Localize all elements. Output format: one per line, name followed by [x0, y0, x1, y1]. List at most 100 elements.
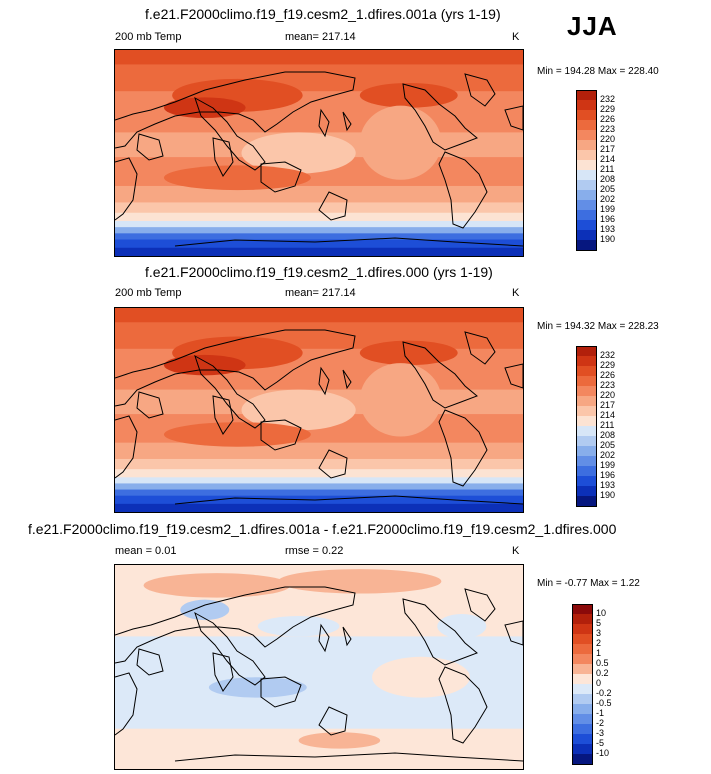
colorbar-tick-label: -0.2 [596, 688, 612, 698]
colorbar-swatch [576, 456, 596, 467]
anomaly-region [359, 363, 442, 437]
coastline [504, 620, 523, 646]
panel-2-units-label: K [512, 287, 520, 299]
anomaly-region [359, 105, 442, 180]
coastline [115, 672, 138, 736]
colorbar-swatch [576, 180, 596, 191]
panel-2-mean-label: mean= 217.14 [285, 287, 356, 299]
colorbar-swatch [576, 240, 596, 251]
colorbar-swatch [572, 624, 592, 635]
colorbar-tick-label: 211 [600, 420, 615, 430]
anomaly-region [372, 656, 470, 698]
colorbar-swatch [576, 346, 596, 357]
colorbar-swatch [576, 496, 596, 507]
colorbar-tick-label: 214 [600, 410, 616, 420]
panel-1-min-max: Min = 194.28 Max = 228.40 [537, 66, 659, 77]
temperature-band [115, 239, 523, 249]
panel-1-variable-label: 200 mb Temp [115, 31, 182, 43]
anomaly-region [298, 732, 381, 749]
temperature-band [115, 247, 523, 256]
panel-3-rmse-label: rmse = 0.22 [285, 545, 344, 557]
colorbar-swatch [576, 150, 596, 161]
panel-2-title: f.e21.F2000climo.f19_f19.cesm2_1.dfires.… [145, 264, 493, 280]
colorbar-tick-label: 0.5 [596, 658, 609, 668]
colorbar-swatch [572, 754, 592, 765]
colorbar-tick-label: 232 [600, 94, 616, 104]
temperature-band [115, 50, 523, 65]
colorbar-tick-label: 217 [600, 400, 616, 410]
colorbar-swatch [576, 140, 596, 151]
colorbar-tick-label: -2 [596, 718, 605, 728]
panel-1-title: f.e21.F2000climo.f19_f19.cesm2_1.dfires.… [145, 6, 501, 22]
coastline [136, 133, 164, 161]
colorbar-tick-label: -1 [596, 708, 605, 718]
colorbar-swatch [576, 90, 596, 101]
temperature-band [115, 458, 523, 470]
coastline [318, 623, 330, 653]
colorbar-tick-label: 229 [600, 360, 616, 370]
colorbar-swatch [572, 724, 592, 735]
colorbar-swatch [576, 190, 596, 201]
coastline [194, 611, 266, 686]
colorbar-tick-label: 0.2 [596, 668, 609, 678]
colorbar-tick-label: 208 [600, 430, 616, 440]
panel-2-map [114, 307, 524, 513]
coastline [402, 341, 478, 409]
colorbar-tick-label: 0 [596, 678, 602, 688]
anomaly-region [278, 569, 442, 594]
coastline [115, 157, 138, 221]
anomaly-region [208, 677, 307, 698]
colorbar-tick-label: 229 [600, 104, 616, 114]
coastline [438, 666, 488, 744]
temperature-band [115, 322, 523, 350]
colorbar-tick-label: 2 [596, 638, 602, 648]
coastline [115, 586, 356, 664]
coastline [260, 161, 302, 193]
anomaly-region [163, 422, 311, 447]
coastline [194, 96, 266, 171]
colorbar-swatch [576, 386, 596, 397]
colorbar-tick-label: -3 [596, 728, 605, 738]
colorbar-swatch [572, 634, 592, 645]
temperature-band [115, 489, 523, 497]
colorbar-swatch [572, 694, 592, 705]
anomaly-region [359, 82, 458, 108]
coastline [504, 363, 523, 389]
coastline [212, 395, 234, 435]
colorbar-swatch [576, 230, 596, 241]
panel-2-min-max: Min = 194.32 Max = 228.23 [537, 321, 659, 332]
temperature-band [115, 308, 523, 323]
coastline [212, 137, 234, 177]
anomaly-region [163, 354, 246, 376]
colorbar-tick-label: -5 [596, 738, 605, 748]
coastline [115, 415, 138, 479]
colorbar-tick-label: 226 [600, 370, 616, 380]
colorbar-swatch [576, 120, 596, 131]
anomaly-region [180, 599, 230, 621]
coastline [438, 409, 488, 487]
colorbar-swatch [576, 100, 596, 111]
colorbar-tick-label: 217 [600, 144, 616, 154]
season-label: JJA [567, 11, 618, 41]
coastline [464, 73, 496, 107]
colorbar-tick-label: 10 [596, 608, 607, 618]
anomaly-region [359, 340, 458, 366]
panel-3-title: f.e21.F2000climo.f19_f19.cesm2_1.dfires.… [28, 521, 617, 537]
colorbar-swatch [576, 170, 596, 181]
colorbar-tick-label: 220 [600, 390, 616, 400]
colorbar-tick-label: 223 [600, 124, 616, 134]
colorbar-tick-label: 208 [600, 174, 616, 184]
colorbar-tick-label: 214 [600, 154, 616, 164]
anomaly-region [241, 389, 356, 431]
colorbar-tick-label: 1 [596, 648, 602, 658]
colorbar-tick-label: 190 [600, 234, 616, 244]
anomaly-region [257, 616, 340, 637]
colorbar-swatch [576, 210, 596, 221]
colorbar-swatch [572, 654, 592, 665]
colorbar-tick-label: 5 [596, 618, 602, 628]
panel-3-colorbar: 10 5 3 2 1 0.5 0.2 0 -0.2 -0.5 -1 -2 -3 -5 -10 [572, 604, 612, 765]
colorbar-swatch [576, 356, 596, 367]
colorbar-swatch [572, 644, 592, 655]
coastline [260, 419, 302, 451]
temperature-band [115, 220, 523, 228]
